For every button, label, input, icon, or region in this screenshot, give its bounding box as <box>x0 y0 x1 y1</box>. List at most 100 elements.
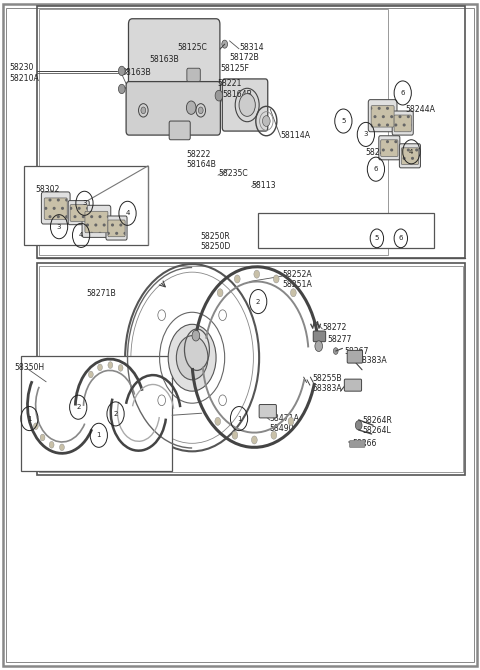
Text: NOTE: NOTE <box>262 215 285 224</box>
Circle shape <box>119 66 125 76</box>
FancyBboxPatch shape <box>129 19 220 93</box>
Text: 58164B: 58164B <box>223 90 252 99</box>
Text: 5: 5 <box>375 235 379 241</box>
Text: :: : <box>363 235 368 244</box>
Circle shape <box>97 364 102 371</box>
FancyBboxPatch shape <box>344 379 361 391</box>
FancyBboxPatch shape <box>169 121 190 140</box>
Text: ~: ~ <box>386 235 393 244</box>
Text: 58272: 58272 <box>323 323 347 332</box>
Circle shape <box>88 371 93 378</box>
Text: 2: 2 <box>76 404 81 410</box>
FancyBboxPatch shape <box>313 331 325 342</box>
Circle shape <box>161 29 167 37</box>
Circle shape <box>219 395 227 405</box>
Text: 6: 6 <box>400 90 405 96</box>
Text: 58172B: 58172B <box>229 53 259 62</box>
Circle shape <box>263 116 270 127</box>
Circle shape <box>141 107 146 114</box>
Circle shape <box>232 431 238 440</box>
Circle shape <box>186 101 196 115</box>
Text: 2: 2 <box>113 411 118 417</box>
FancyBboxPatch shape <box>368 100 397 132</box>
Text: 58383A: 58383A <box>357 356 387 365</box>
Circle shape <box>158 395 166 405</box>
Text: 58163B: 58163B <box>122 68 152 78</box>
Circle shape <box>49 442 54 448</box>
Text: 1: 1 <box>27 415 32 421</box>
FancyBboxPatch shape <box>187 68 200 82</box>
Text: 2: 2 <box>256 299 260 305</box>
Circle shape <box>119 84 125 94</box>
Circle shape <box>222 40 228 48</box>
Text: 58314: 58314 <box>239 43 264 52</box>
FancyBboxPatch shape <box>349 441 365 448</box>
Circle shape <box>158 310 166 320</box>
Text: 1: 1 <box>237 415 241 421</box>
FancyBboxPatch shape <box>108 220 125 237</box>
Circle shape <box>60 444 64 451</box>
Text: 4: 4 <box>125 210 130 216</box>
Circle shape <box>40 434 45 441</box>
FancyBboxPatch shape <box>394 115 411 132</box>
Bar <box>36 6 465 258</box>
Circle shape <box>239 94 255 117</box>
Text: 3: 3 <box>57 224 61 230</box>
Text: 58255B: 58255B <box>313 374 342 383</box>
Text: THE NO.  58310A: THE NO. 58310A <box>262 237 322 243</box>
Circle shape <box>34 423 38 429</box>
FancyBboxPatch shape <box>70 204 87 221</box>
Text: 58252A: 58252A <box>282 270 312 279</box>
Text: 6: 6 <box>373 166 378 172</box>
Text: 58302: 58302 <box>35 185 60 194</box>
Text: 58471A: 58471A <box>270 414 300 423</box>
Text: 58271B: 58271B <box>87 289 117 298</box>
Text: 3: 3 <box>364 131 368 137</box>
Circle shape <box>118 364 123 371</box>
Circle shape <box>333 348 338 354</box>
Text: 58490: 58490 <box>270 424 294 433</box>
Circle shape <box>198 107 203 114</box>
Bar <box>36 263 465 476</box>
Text: 58244A: 58244A <box>405 105 435 113</box>
Text: 4: 4 <box>79 232 84 239</box>
Circle shape <box>355 421 362 430</box>
Circle shape <box>234 275 240 283</box>
Circle shape <box>290 289 296 297</box>
FancyBboxPatch shape <box>392 111 413 135</box>
Text: 58113: 58113 <box>252 181 276 190</box>
Text: 3: 3 <box>82 200 87 206</box>
Circle shape <box>176 336 208 380</box>
Text: 58383A: 58383A <box>313 384 342 393</box>
Circle shape <box>254 270 260 278</box>
Circle shape <box>315 341 323 352</box>
FancyBboxPatch shape <box>41 192 70 224</box>
Text: 58164B: 58164B <box>186 160 216 169</box>
Text: 58250R: 58250R <box>201 232 230 241</box>
Text: 58163B: 58163B <box>149 55 179 64</box>
Text: 58250D: 58250D <box>201 243 231 251</box>
Text: 58267: 58267 <box>344 346 369 356</box>
FancyBboxPatch shape <box>222 79 268 131</box>
FancyBboxPatch shape <box>44 198 67 219</box>
Circle shape <box>215 90 223 101</box>
FancyBboxPatch shape <box>371 106 394 127</box>
FancyBboxPatch shape <box>68 200 89 224</box>
Circle shape <box>271 431 276 440</box>
Text: 58125F: 58125F <box>221 64 250 73</box>
Circle shape <box>108 362 113 368</box>
Bar <box>39 9 388 255</box>
Circle shape <box>219 310 227 320</box>
Text: 5: 5 <box>341 118 346 124</box>
Circle shape <box>168 324 216 391</box>
Bar <box>24 166 148 245</box>
Circle shape <box>192 330 200 341</box>
Text: 58125C: 58125C <box>178 43 208 52</box>
Text: 58350H: 58350H <box>14 362 44 372</box>
FancyBboxPatch shape <box>126 82 220 135</box>
Text: 58251A: 58251A <box>282 280 312 289</box>
Circle shape <box>217 289 223 297</box>
Circle shape <box>252 436 257 444</box>
Text: 58235C: 58235C <box>218 170 248 178</box>
Text: 1: 1 <box>96 432 101 438</box>
